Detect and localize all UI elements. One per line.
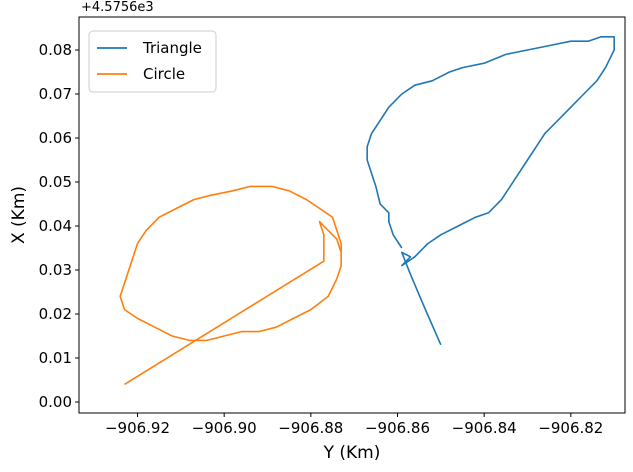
x-tick-label: −906.82 bbox=[538, 419, 603, 437]
y-tick-label: 0.06 bbox=[39, 129, 72, 147]
y-tick-label: 0.04 bbox=[39, 217, 72, 235]
plot-frame bbox=[78, 16, 626, 414]
y-tick-label: 0.02 bbox=[39, 305, 72, 323]
legend-label-triangle: Triangle bbox=[142, 39, 202, 57]
x-tick-label: −906.86 bbox=[365, 419, 430, 437]
x-tick-label: −906.92 bbox=[105, 419, 170, 437]
x-axis-label: Y (Km) bbox=[323, 443, 381, 463]
x-tick-label: −906.90 bbox=[192, 419, 257, 437]
y-tick-label: 0.07 bbox=[39, 85, 72, 103]
y-tick-label: 0.08 bbox=[39, 41, 72, 59]
legend-label-circle: Circle bbox=[143, 65, 185, 83]
series-line-circle bbox=[119, 185, 342, 386]
series-layer bbox=[119, 36, 615, 386]
x-axis: −906.92 −906.90 −906.88 −906.86 −906.84 −906.… bbox=[105, 413, 603, 437]
y-tick-label: 0.00 bbox=[39, 393, 72, 411]
series-line-triangle bbox=[366, 36, 615, 346]
x-tick-label: −906.88 bbox=[278, 419, 343, 437]
y-axis: 0.00 0.01 0.02 0.03 0.04 0.05 0.06 0.07 0.08 bbox=[39, 41, 79, 411]
y-tick-label: 0.05 bbox=[39, 173, 72, 191]
y-tick-label: 0.01 bbox=[39, 349, 72, 367]
x-tick-label: −906.84 bbox=[452, 419, 517, 437]
legend: Triangle Circle bbox=[88, 30, 217, 93]
y-tick-label: 0.03 bbox=[39, 261, 72, 279]
y-axis-label: X (Km) bbox=[9, 186, 29, 244]
legend-box bbox=[88, 30, 217, 93]
y-offset-label: +4.5756e3 bbox=[81, 0, 154, 15]
